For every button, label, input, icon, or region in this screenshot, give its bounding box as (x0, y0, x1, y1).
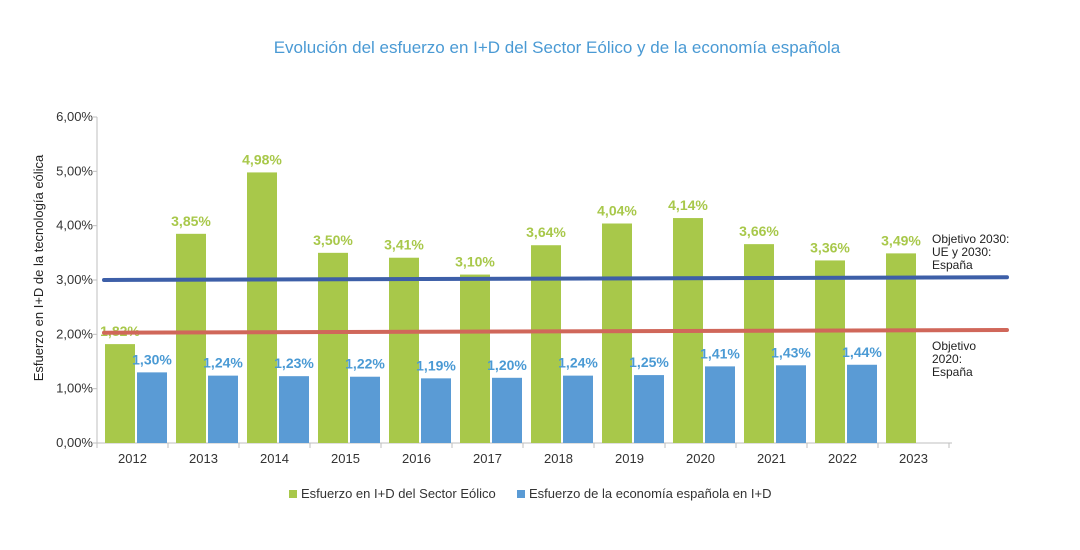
data-label-economia-espanola: 1,20% (487, 357, 527, 373)
reference-line-label: España (932, 258, 973, 272)
reference-line-label: UE y 2030: (932, 245, 991, 259)
bar-sector-eolico (744, 244, 774, 443)
legend-swatch (289, 490, 297, 498)
bar-sector-eolico (602, 223, 632, 443)
x-tick-label: 2023 (899, 451, 928, 466)
reference-line-label: Objetivo 2030: (932, 232, 1009, 246)
x-tick-label: 2013 (189, 451, 218, 466)
data-label-sector-eolico: 4,14% (668, 197, 708, 213)
reference-line-label: Objetivo (932, 339, 976, 353)
data-label-sector-eolico: 3,36% (810, 239, 850, 255)
bar-sector-eolico (460, 274, 490, 443)
data-label-sector-eolico: 3,85% (171, 213, 211, 229)
reference-line (102, 327, 1009, 335)
y-tick-label: 4,00% (56, 218, 93, 233)
y-tick-label: 3,00% (56, 272, 93, 287)
x-tick-label: 2018 (544, 451, 573, 466)
data-label-economia-espanola: 1,23% (274, 355, 314, 371)
bar-economia-espanola (563, 375, 593, 443)
data-label-economia-espanola: 1,24% (558, 355, 598, 371)
bar-economia-espanola (634, 375, 664, 443)
bar-economia-espanola (137, 372, 167, 443)
reference-line-label: 2020: (932, 352, 962, 366)
bar-economia-espanola (492, 377, 522, 443)
x-tick-label: 2016 (402, 451, 431, 466)
bar-economia-espanola (279, 376, 309, 443)
chart-title: Evolución del esfuerzo en I+D del Sector… (274, 38, 841, 57)
bar-sector-eolico (247, 172, 277, 444)
data-label-economia-espanola: 1,43% (771, 344, 811, 360)
data-label-economia-espanola: 1,41% (700, 345, 740, 361)
bar-economia-espanola (847, 364, 877, 443)
x-tick-label: 2020 (686, 451, 715, 466)
bar-economia-espanola (208, 375, 238, 443)
bar-sector-eolico (531, 245, 561, 443)
y-tick-label: 2,00% (56, 326, 93, 341)
data-label-economia-espanola: 1,25% (629, 354, 669, 370)
data-label-economia-espanola: 1,22% (345, 356, 385, 372)
bar-economia-espanola (705, 366, 735, 443)
y-tick-label: 0,00% (56, 435, 93, 450)
data-label-economia-espanola: 1,19% (416, 357, 456, 373)
x-tick-label: 2017 (473, 451, 502, 466)
data-label-economia-espanola: 1,24% (203, 355, 243, 371)
data-label-sector-eolico: 3,66% (739, 223, 779, 239)
bar-sector-eolico (318, 252, 348, 443)
data-label-sector-eolico: 3,10% (455, 254, 495, 270)
bar-sector-eolico (389, 257, 419, 443)
y-tick-label: 5,00% (56, 163, 93, 178)
x-tick-label: 2022 (828, 451, 857, 466)
x-tick-label: 2014 (260, 451, 289, 466)
x-tick-label: 2021 (757, 451, 786, 466)
data-label-sector-eolico: 3,50% (313, 232, 353, 248)
reference-line-label: España (932, 365, 973, 379)
x-tick-label: 2012 (118, 451, 147, 466)
x-tick-label: 2019 (615, 451, 644, 466)
bar-sector-eolico (176, 233, 206, 443)
y-tick-label: 1,00% (56, 381, 93, 396)
data-label-economia-espanola: 1,44% (842, 344, 882, 360)
data-label-sector-eolico: 3,49% (881, 232, 921, 248)
data-label-economia-espanola: 1,30% (132, 351, 172, 367)
reference-line (102, 275, 1009, 282)
legend-swatch (517, 490, 525, 498)
x-tick-label: 2015 (331, 451, 360, 466)
bar-sector-eolico (815, 260, 845, 443)
bar-economia-espanola (421, 378, 451, 443)
bar-economia-espanola (776, 365, 806, 443)
legend-label: Esfuerzo de la economía española en I+D (529, 486, 771, 501)
bar-economia-espanola (350, 376, 380, 443)
bar-sector-eolico (105, 344, 135, 443)
data-label-sector-eolico: 4,98% (242, 151, 282, 167)
data-label-sector-eolico: 4,04% (597, 202, 637, 218)
y-axis-label: Esfuerzo en I+D de la tecnología eólica (31, 154, 46, 381)
legend-label: Esfuerzo en I+D del Sector Eólico (301, 486, 496, 501)
data-label-sector-eolico: 3,41% (384, 237, 424, 253)
data-label-sector-eolico: 3,64% (526, 224, 566, 240)
bar-sector-eolico (886, 253, 916, 443)
y-tick-label: 6,00% (56, 109, 93, 124)
